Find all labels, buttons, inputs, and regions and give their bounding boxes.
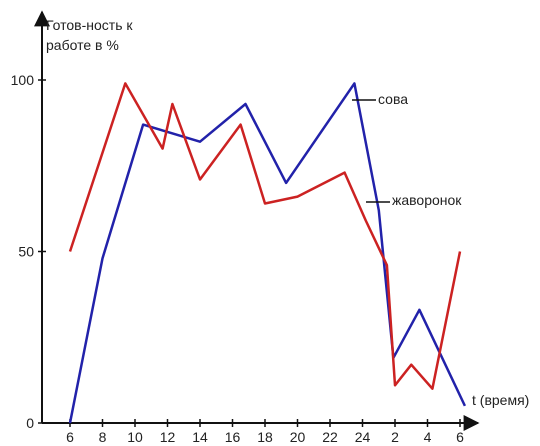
x-tick-label: 6	[66, 429, 74, 445]
x-tick-label: 4	[424, 429, 432, 445]
x-tick-label: 6	[456, 429, 464, 445]
y-tick-label: 0	[26, 415, 34, 431]
y-tick-label: 50	[18, 244, 34, 260]
series-line-sova	[68, 82, 467, 424]
series-line-zhavoronok	[68, 82, 462, 390]
y-axis-title-line: Готов-ность к	[46, 17, 133, 33]
x-tick-label: 2	[391, 429, 399, 445]
y-axis-title-line: работе в %	[46, 37, 119, 53]
x-tick-label: 8	[99, 429, 107, 445]
series-label: сова	[378, 91, 408, 107]
series-label: жаворонок	[392, 192, 462, 208]
x-tick-label: 22	[322, 429, 338, 445]
x-tick-label: 18	[257, 429, 273, 445]
x-tick-label: 10	[127, 429, 143, 445]
x-tick-label: 16	[225, 429, 241, 445]
y-axis-title: Готов-ность к работе в %	[46, 17, 133, 53]
x-axis-title: t (время)	[472, 392, 529, 408]
x-tick-label: 20	[290, 429, 306, 445]
x-tick-label: 24	[355, 429, 371, 445]
x-tick-label: 14	[192, 429, 208, 445]
series-group: сова жаворонок	[68, 82, 467, 424]
y-tick-label: 100	[11, 72, 35, 88]
x-tick-label: 12	[160, 429, 176, 445]
